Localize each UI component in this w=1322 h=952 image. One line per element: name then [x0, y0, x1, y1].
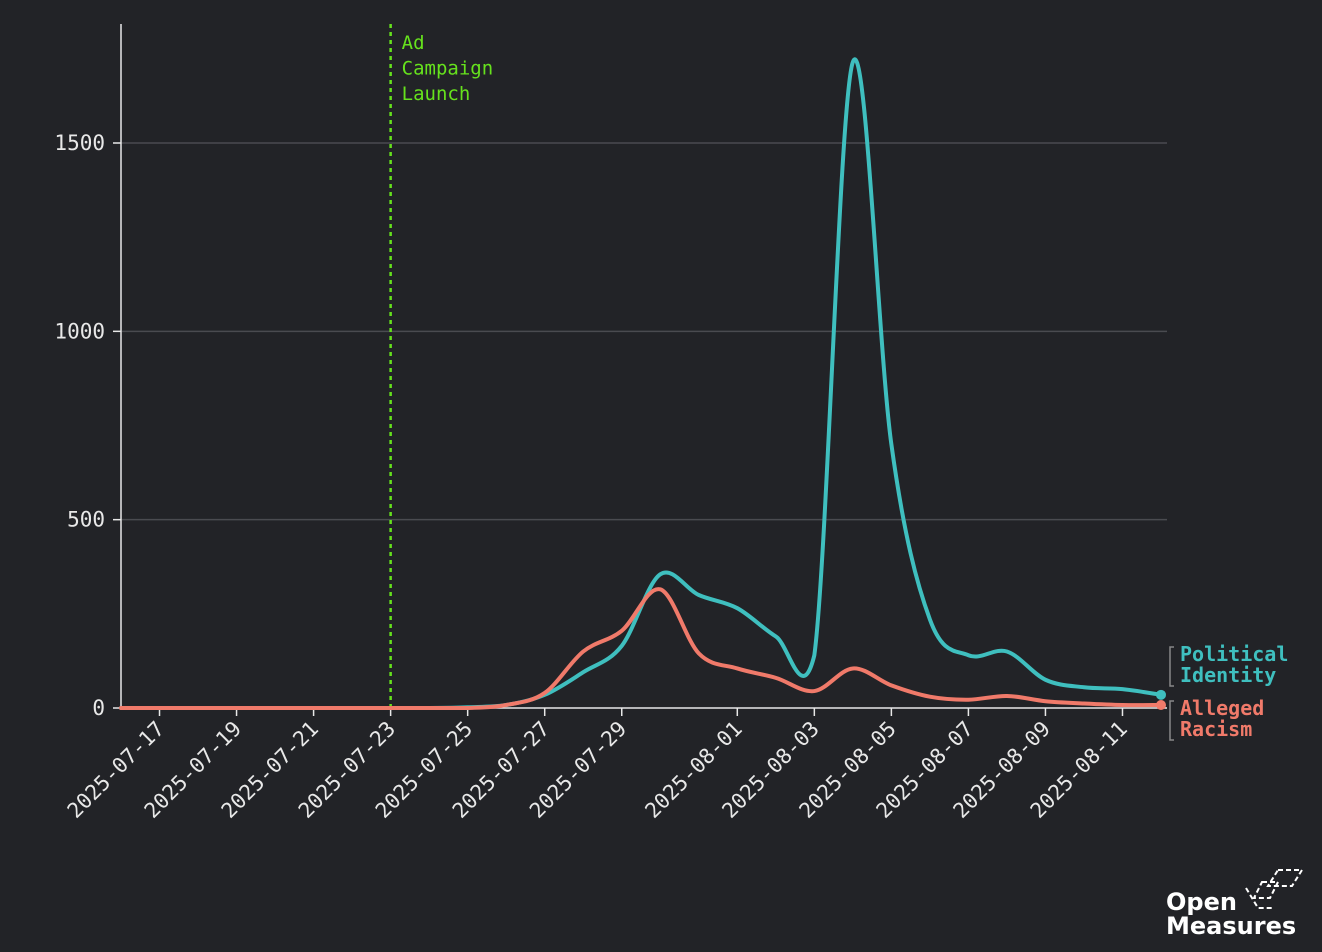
gridlines	[121, 142, 1167, 521]
y-tick-label: 0	[92, 696, 105, 720]
open-measures-logo: Open Measures	[1166, 862, 1316, 942]
annotation-label: Campaign	[402, 58, 494, 80]
series-label-alleged-racism: Alleged	[1180, 696, 1264, 720]
series-label-political-identity: Political	[1180, 642, 1288, 666]
y-tick-label: 1500	[54, 131, 105, 155]
brand-line-1: Open	[1166, 888, 1237, 916]
annotations: Ad Campaign Launch	[389, 24, 494, 708]
series-line-political-identity	[119, 57, 1163, 711]
axes: 0500100015002025-07-172025-07-192025-07-…	[54, 24, 1167, 823]
y-tick-label: 500	[67, 508, 105, 532]
series-label-alleged-racism: Racism	[1180, 717, 1252, 741]
annotation-label: Ad	[402, 32, 425, 54]
y-tick-label: 1000	[54, 319, 105, 343]
logo-mark-icon	[1245, 869, 1304, 909]
series-end-point	[1156, 699, 1166, 710]
series-end-point	[1156, 689, 1166, 700]
annotation-label: Launch	[402, 83, 471, 105]
label-bracket	[1169, 700, 1174, 741]
label-bracket	[1169, 646, 1174, 687]
series-line-alleged-racism	[119, 587, 1163, 711]
brand-line-2: Measures	[1166, 912, 1297, 940]
series-lines	[119, 57, 1166, 711]
series-label-political-identity: Identity	[1180, 663, 1276, 687]
